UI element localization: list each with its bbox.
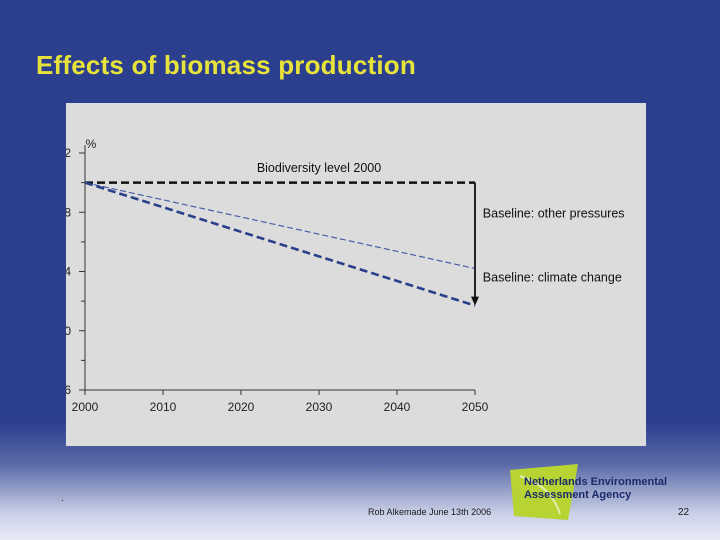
y-tick-label: 60 (66, 324, 71, 338)
pbl-logo-icon (510, 464, 578, 520)
x-tick-label: 2020 (228, 400, 255, 414)
slide-dot: . (61, 493, 64, 504)
annotation-label: Baseline: climate change (483, 270, 622, 284)
chart-panel: 72 68 64 60 56% 2000 2010 2020 2030 2040 2050 Biod… (66, 103, 646, 446)
x-tick-label: 2030 (306, 400, 333, 414)
x-tick-label: 2010 (150, 400, 177, 414)
biodiversity-chart: 72 68 64 60 56% 2000 2010 2020 2030 2040 2050 Biod… (66, 137, 625, 414)
chart-series (84, 181, 476, 307)
agency-name: Netherlands Environmental Assessment Age… (524, 476, 714, 502)
annotation-label: Biodiversity level 2000 (257, 161, 381, 175)
y-axis-label: % (86, 137, 97, 151)
page-number: 22 (678, 507, 690, 518)
footer-author: Rob Alkemade June 13th 2006 (368, 507, 492, 517)
y-tick-label: 56 (66, 383, 71, 397)
y-tick-label: 68 (66, 205, 71, 219)
annotation-label: Baseline: other pressures (483, 207, 625, 221)
y-tick-label: 72 (66, 146, 71, 160)
y-tick-label: 64 (66, 265, 71, 279)
x-tick-label: 2040 (384, 400, 411, 414)
arrow-head (471, 296, 479, 306)
series-line (84, 181, 476, 307)
chart-annotations: Biodiversity level 2000 Baseline: other p… (257, 161, 625, 306)
agency-name-line1: Netherlands Environmental (524, 476, 668, 488)
x-tick-label: 2000 (72, 400, 99, 414)
series-line (84, 182, 476, 270)
slide-title: Effects of biomass production (36, 50, 416, 80)
x-tick-label: 2050 (462, 400, 489, 414)
agency-name-line2: Assessment Agency (524, 489, 632, 501)
chart-axes: 72 68 64 60 56% 2000 2010 2020 2030 2040 2050 (66, 137, 489, 414)
